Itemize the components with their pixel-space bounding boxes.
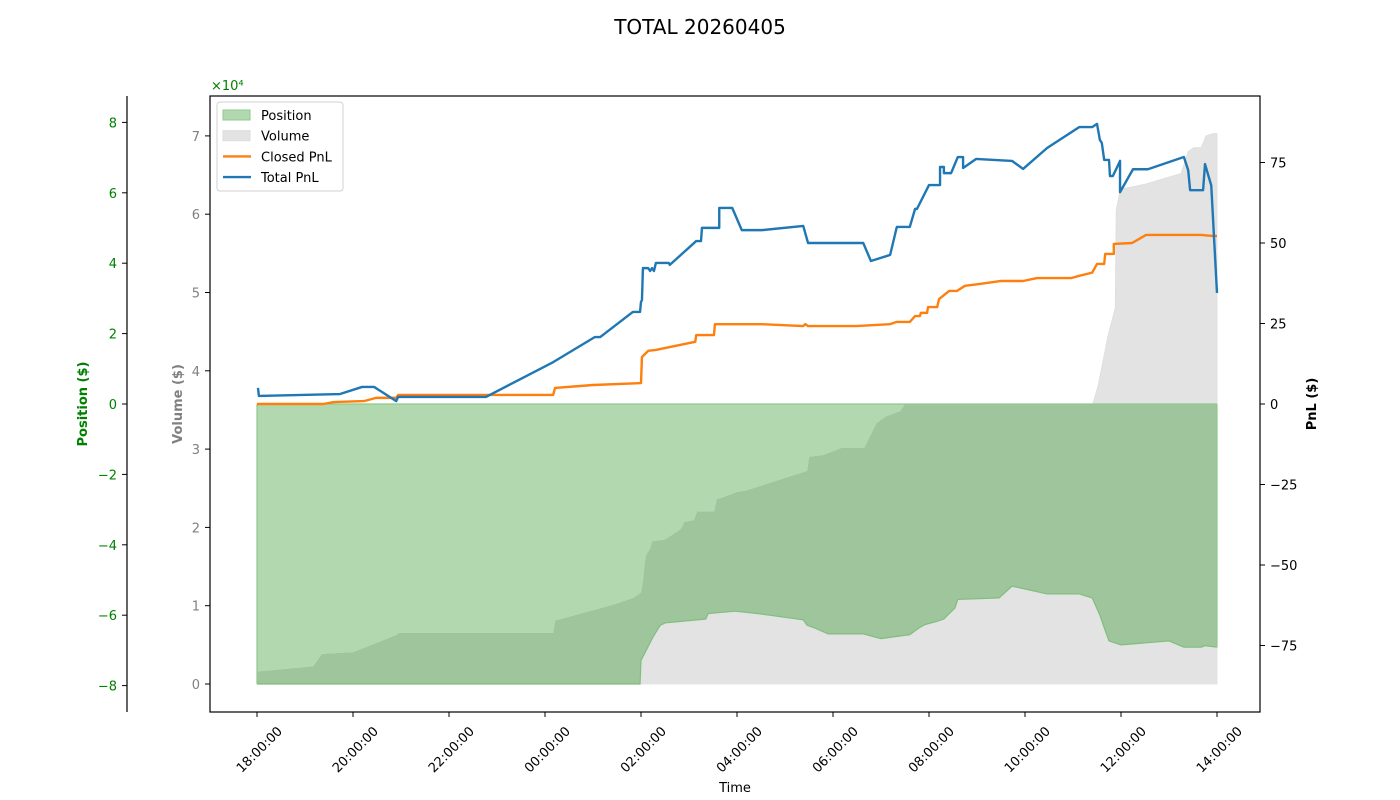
- volume-tick-label: 5: [192, 287, 200, 302]
- volume-tick-label: 7: [192, 130, 200, 145]
- position-lower-edge: [257, 585, 1218, 685]
- legend: Position Volume Closed PnL Total PnL: [216, 101, 344, 192]
- x-tick-label: 12:00:00: [1098, 724, 1150, 776]
- position-volume-overlap: [257, 404, 1217, 684]
- position-tick-label: 8: [109, 116, 117, 131]
- volume-tick-label: 6: [192, 208, 200, 223]
- volume-area-lower: [257, 586, 1217, 684]
- position-tick-label: 4: [109, 257, 117, 272]
- position-tick-label: 6: [109, 187, 117, 202]
- pnl-tick-label: 50: [1270, 237, 1287, 252]
- plot-area: [256, 122, 1219, 685]
- volume-tick-label: 2: [192, 521, 200, 536]
- x-tick-label: 18:00:00: [234, 724, 286, 776]
- legend-swatch-position: [222, 109, 251, 121]
- pnl-tick-label: −50: [1270, 559, 1297, 574]
- legend-label: Volume: [261, 130, 309, 145]
- legend-label: Position: [261, 109, 312, 124]
- pnl-tick-label: 25: [1270, 318, 1287, 333]
- volume-tick-label: 3: [192, 443, 200, 458]
- pnl-tick-label: 0: [1270, 398, 1278, 413]
- pnl-tick-label: 75: [1270, 157, 1287, 172]
- closed-pnl-line: [257, 233, 1217, 406]
- x-tick-label: 10:00:00: [1002, 724, 1054, 776]
- x-axis-label: Time: [718, 781, 751, 796]
- x-tick-label: 22:00:00: [426, 724, 478, 776]
- x-tick-label: 02:00:00: [618, 724, 670, 776]
- legend-label: Closed PnL: [261, 150, 333, 165]
- legend-swatch-volume: [222, 130, 251, 142]
- x-tick-label: 04:00:00: [714, 724, 766, 776]
- x-tick-label: 06:00:00: [810, 724, 862, 776]
- position-tick-label: 2: [109, 328, 117, 343]
- volume-tick-label: 0: [192, 678, 200, 693]
- volume-axis-label: Volume ($): [171, 364, 186, 444]
- x-tick-label: 00:00:00: [522, 724, 574, 776]
- pnl-axis-label: PnL ($): [1305, 378, 1320, 431]
- total-pnl-line: [256, 122, 1219, 403]
- position-area: [257, 404, 1217, 672]
- volume-tick-label: 1: [192, 600, 200, 615]
- legend-label: Total PnL: [260, 171, 319, 186]
- volume-tick-label: 4: [192, 365, 200, 380]
- position-tick-label: −2: [98, 468, 117, 483]
- position-axis-label: Position ($): [76, 362, 91, 447]
- x-tick-label: 20:00:00: [330, 724, 382, 776]
- position-tick-label: −8: [98, 680, 117, 695]
- pnl-tick-label: −75: [1270, 640, 1297, 655]
- pnl-tick-label: −25: [1270, 479, 1297, 494]
- legend-box: [216, 101, 344, 192]
- chart-title: TOTAL 20260405: [613, 15, 786, 39]
- x-tick-label: 14:00:00: [1194, 724, 1246, 776]
- position-tick-label: 0: [109, 398, 117, 413]
- position-offset-label: ×10⁴: [211, 79, 244, 94]
- x-tick-label: 08:00:00: [906, 724, 958, 776]
- position-tick-label: −4: [98, 539, 117, 554]
- position-tick-label: −6: [98, 609, 117, 624]
